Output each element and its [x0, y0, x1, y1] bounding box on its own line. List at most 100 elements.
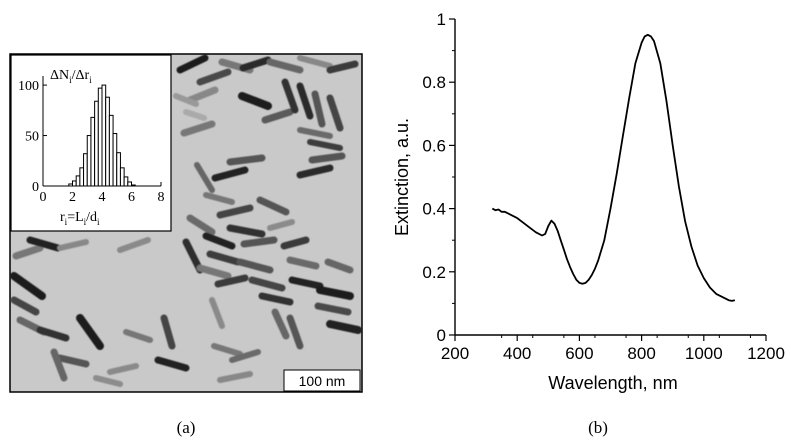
nanorod — [281, 78, 299, 114]
nanorod — [211, 343, 243, 357]
nanorod — [196, 68, 232, 86]
inset-y-tick-label: 0 — [32, 180, 39, 195]
nanorod — [261, 108, 294, 124]
nanorod — [186, 86, 219, 104]
nanorod — [226, 154, 266, 166]
nanorod — [296, 82, 314, 120]
tem-panel: 100 nm ΔNi/Δri 0 2 4 6 8 0 50 100 ri=Li/di (a) — [9, 53, 363, 437]
nanorod — [196, 264, 232, 280]
nanorod — [214, 274, 249, 288]
nanorod — [93, 375, 123, 387]
nanorod — [183, 109, 207, 121]
extinction-curve — [491, 33, 736, 302]
histogram-bar — [79, 167, 85, 187]
histogram-bar — [123, 176, 129, 187]
histogram-bar — [116, 152, 121, 187]
nanorod — [12, 244, 44, 260]
nanorod — [271, 308, 290, 340]
nanorod — [194, 162, 215, 193]
nanorod — [26, 236, 62, 252]
y-axis-title: Extinction, a.u. — [392, 118, 412, 236]
caption-a: (a) — [177, 418, 196, 437]
nanorod — [36, 326, 70, 342]
nanorod — [296, 164, 334, 179]
nanorod — [173, 93, 199, 107]
x-tick-label: 1200 — [747, 344, 785, 363]
scale-bar-box — [283, 369, 361, 392]
histogram-bar — [105, 96, 110, 187]
nanorod — [154, 356, 190, 372]
nanorod — [258, 292, 294, 306]
inset-x-tick-label: 0 — [40, 190, 47, 205]
scale-bar-label: 100 nm — [299, 373, 346, 389]
histogram-bar — [108, 114, 114, 187]
nanorod — [256, 196, 290, 216]
y-tick-label: 0.4 — [422, 200, 446, 219]
nanorod — [311, 90, 326, 128]
nanorod — [202, 232, 236, 250]
y-tick-label: 0 — [437, 326, 446, 345]
y-tick-label: 0.6 — [422, 136, 446, 155]
nanorod — [239, 56, 272, 72]
nanorod — [50, 348, 68, 382]
histogram-bar — [127, 181, 132, 187]
nanorod — [123, 329, 153, 343]
nanorod — [248, 276, 286, 292]
nanorod — [209, 297, 225, 329]
nanorod — [297, 127, 333, 139]
x-tick-label: 400 — [503, 344, 531, 363]
y-tick-label: 0.8 — [422, 73, 446, 92]
histogram-bar — [86, 135, 92, 187]
histogram-bar — [75, 175, 81, 187]
nanorod — [160, 314, 176, 350]
nanorod — [326, 60, 359, 74]
histogram-bar — [94, 100, 99, 187]
nanorod — [307, 139, 343, 151]
nanorod — [236, 258, 274, 274]
nanorod — [308, 152, 346, 164]
histogram-bar — [119, 167, 125, 187]
histogram-bar — [72, 180, 77, 187]
inset-y-tick-label: 100 — [18, 79, 39, 94]
nanorod — [226, 224, 266, 238]
inset-xlabel: ri=Li/di — [60, 210, 100, 227]
nanorod — [267, 219, 295, 231]
nanorod — [240, 236, 278, 248]
nanorod — [314, 302, 352, 316]
nanorod — [316, 286, 354, 300]
nanorod — [280, 236, 310, 250]
nanorod — [326, 320, 362, 334]
histogram-bar — [90, 116, 96, 187]
histogram-bar — [101, 84, 107, 187]
inset-y-tick-label: 50 — [25, 130, 39, 145]
nanorod — [76, 314, 104, 350]
nanorod — [180, 120, 216, 137]
nanorod — [56, 354, 90, 368]
nanorod — [266, 58, 304, 74]
x-tick-label: 200 — [441, 344, 469, 363]
histogram-bar — [131, 184, 136, 187]
nanorod — [10, 296, 40, 316]
inset-x-tick-label: 2 — [69, 190, 76, 205]
histogram-bar — [97, 87, 103, 187]
histogram-bar — [83, 153, 88, 187]
nanorod — [203, 192, 235, 205]
scale-bar: 100 nm — [283, 369, 361, 392]
inset-histogram: ΔNi/Δri 0 2 4 6 8 0 50 100 ri=Li/di — [10, 54, 172, 232]
nanorod — [107, 363, 139, 375]
nanorod — [206, 250, 242, 266]
nanorod — [297, 55, 333, 69]
histogram-bar — [68, 183, 73, 187]
nanorod — [288, 276, 324, 290]
nanorod — [238, 92, 272, 110]
y-tick-label: 1 — [437, 10, 446, 29]
inset-x-tick-label: 4 — [99, 190, 106, 205]
x-tick-label: 1000 — [685, 344, 723, 363]
nanorod — [326, 94, 344, 132]
nanorod — [57, 239, 89, 251]
nanorod — [211, 166, 249, 182]
x-tick-label: 800 — [627, 344, 655, 363]
nanorod — [176, 54, 209, 74]
nanorod — [324, 258, 354, 274]
